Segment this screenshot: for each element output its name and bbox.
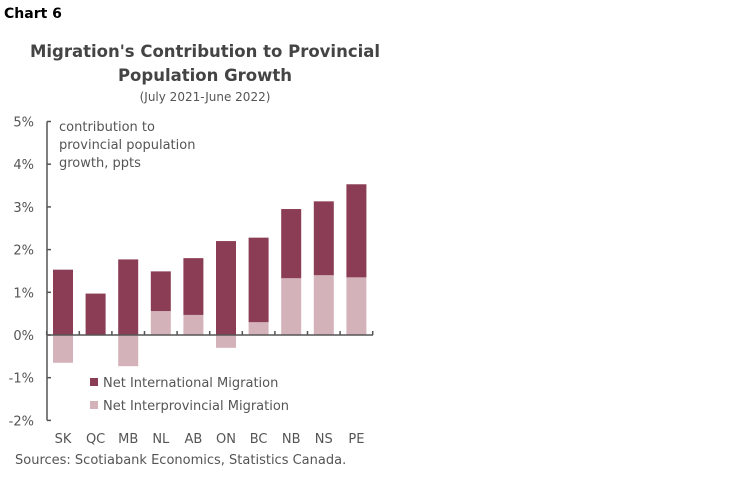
x-tick-label: AB	[184, 432, 202, 447]
y-tick-label: 2%	[13, 244, 34, 259]
bar-AB-interprovincial	[183, 314, 204, 335]
bar-NS-international	[313, 201, 334, 276]
x-tick-label: NB	[282, 432, 301, 447]
y-tick-label: 3%	[13, 201, 34, 216]
bar-AB-international	[183, 258, 204, 315]
bar-ON-international	[216, 241, 236, 335]
bar-QC-international	[85, 293, 106, 335]
source-note: Sources: Scotiabank Economics, Statistic…	[15, 453, 346, 468]
bar-PE-international	[346, 184, 367, 278]
x-tick-label: QC	[86, 432, 105, 447]
bar-BC-interprovincial	[248, 322, 269, 335]
bar-SK-international	[53, 269, 73, 335]
x-tick-label: PE	[348, 432, 364, 447]
legend-label: Net International Migration	[103, 376, 278, 391]
x-tick-label: ON	[216, 432, 236, 447]
bar-PE-interprovincial	[346, 277, 367, 335]
legend-swatch	[90, 401, 98, 409]
x-tick-label: NS	[315, 432, 333, 447]
legend-label: Net Interprovincial Migration	[103, 399, 289, 414]
bar-NB-international	[281, 209, 302, 279]
y-tick-label: -1%	[9, 372, 34, 387]
bar-SK-interprovincial	[53, 335, 73, 363]
x-tick-label: BC	[250, 432, 268, 447]
x-tick-label: NL	[152, 432, 170, 447]
y-tick-label: -2%	[9, 414, 34, 429]
bar-NL-interprovincial	[150, 311, 171, 335]
legend-swatch	[90, 378, 98, 386]
bar-NB-interprovincial	[281, 278, 302, 335]
bar-ON-interprovincial	[216, 335, 236, 348]
bar-MB-interprovincial	[118, 335, 139, 367]
y-tick-label: 0%	[13, 329, 34, 344]
y-tick-label: 5%	[13, 116, 34, 131]
x-tick-label: SK	[55, 432, 72, 447]
chart-subtitle: (July 2021-June 2022)	[139, 90, 271, 104]
y-tick-label: 4%	[13, 158, 34, 173]
bar-MB-international	[118, 259, 139, 335]
y-axis-label: contribution to provincial population grow…	[59, 120, 195, 171]
chart-title: Migration's Contribution to Provincial P…	[29, 42, 381, 85]
chart-label: Chart 6	[4, 6, 62, 22]
y-tick-label: 1%	[13, 286, 34, 301]
bar-BC-international	[248, 237, 269, 323]
x-tick-label: MB	[118, 432, 138, 447]
bar-NS-interprovincial	[313, 275, 334, 335]
bar-NL-international	[150, 271, 171, 312]
